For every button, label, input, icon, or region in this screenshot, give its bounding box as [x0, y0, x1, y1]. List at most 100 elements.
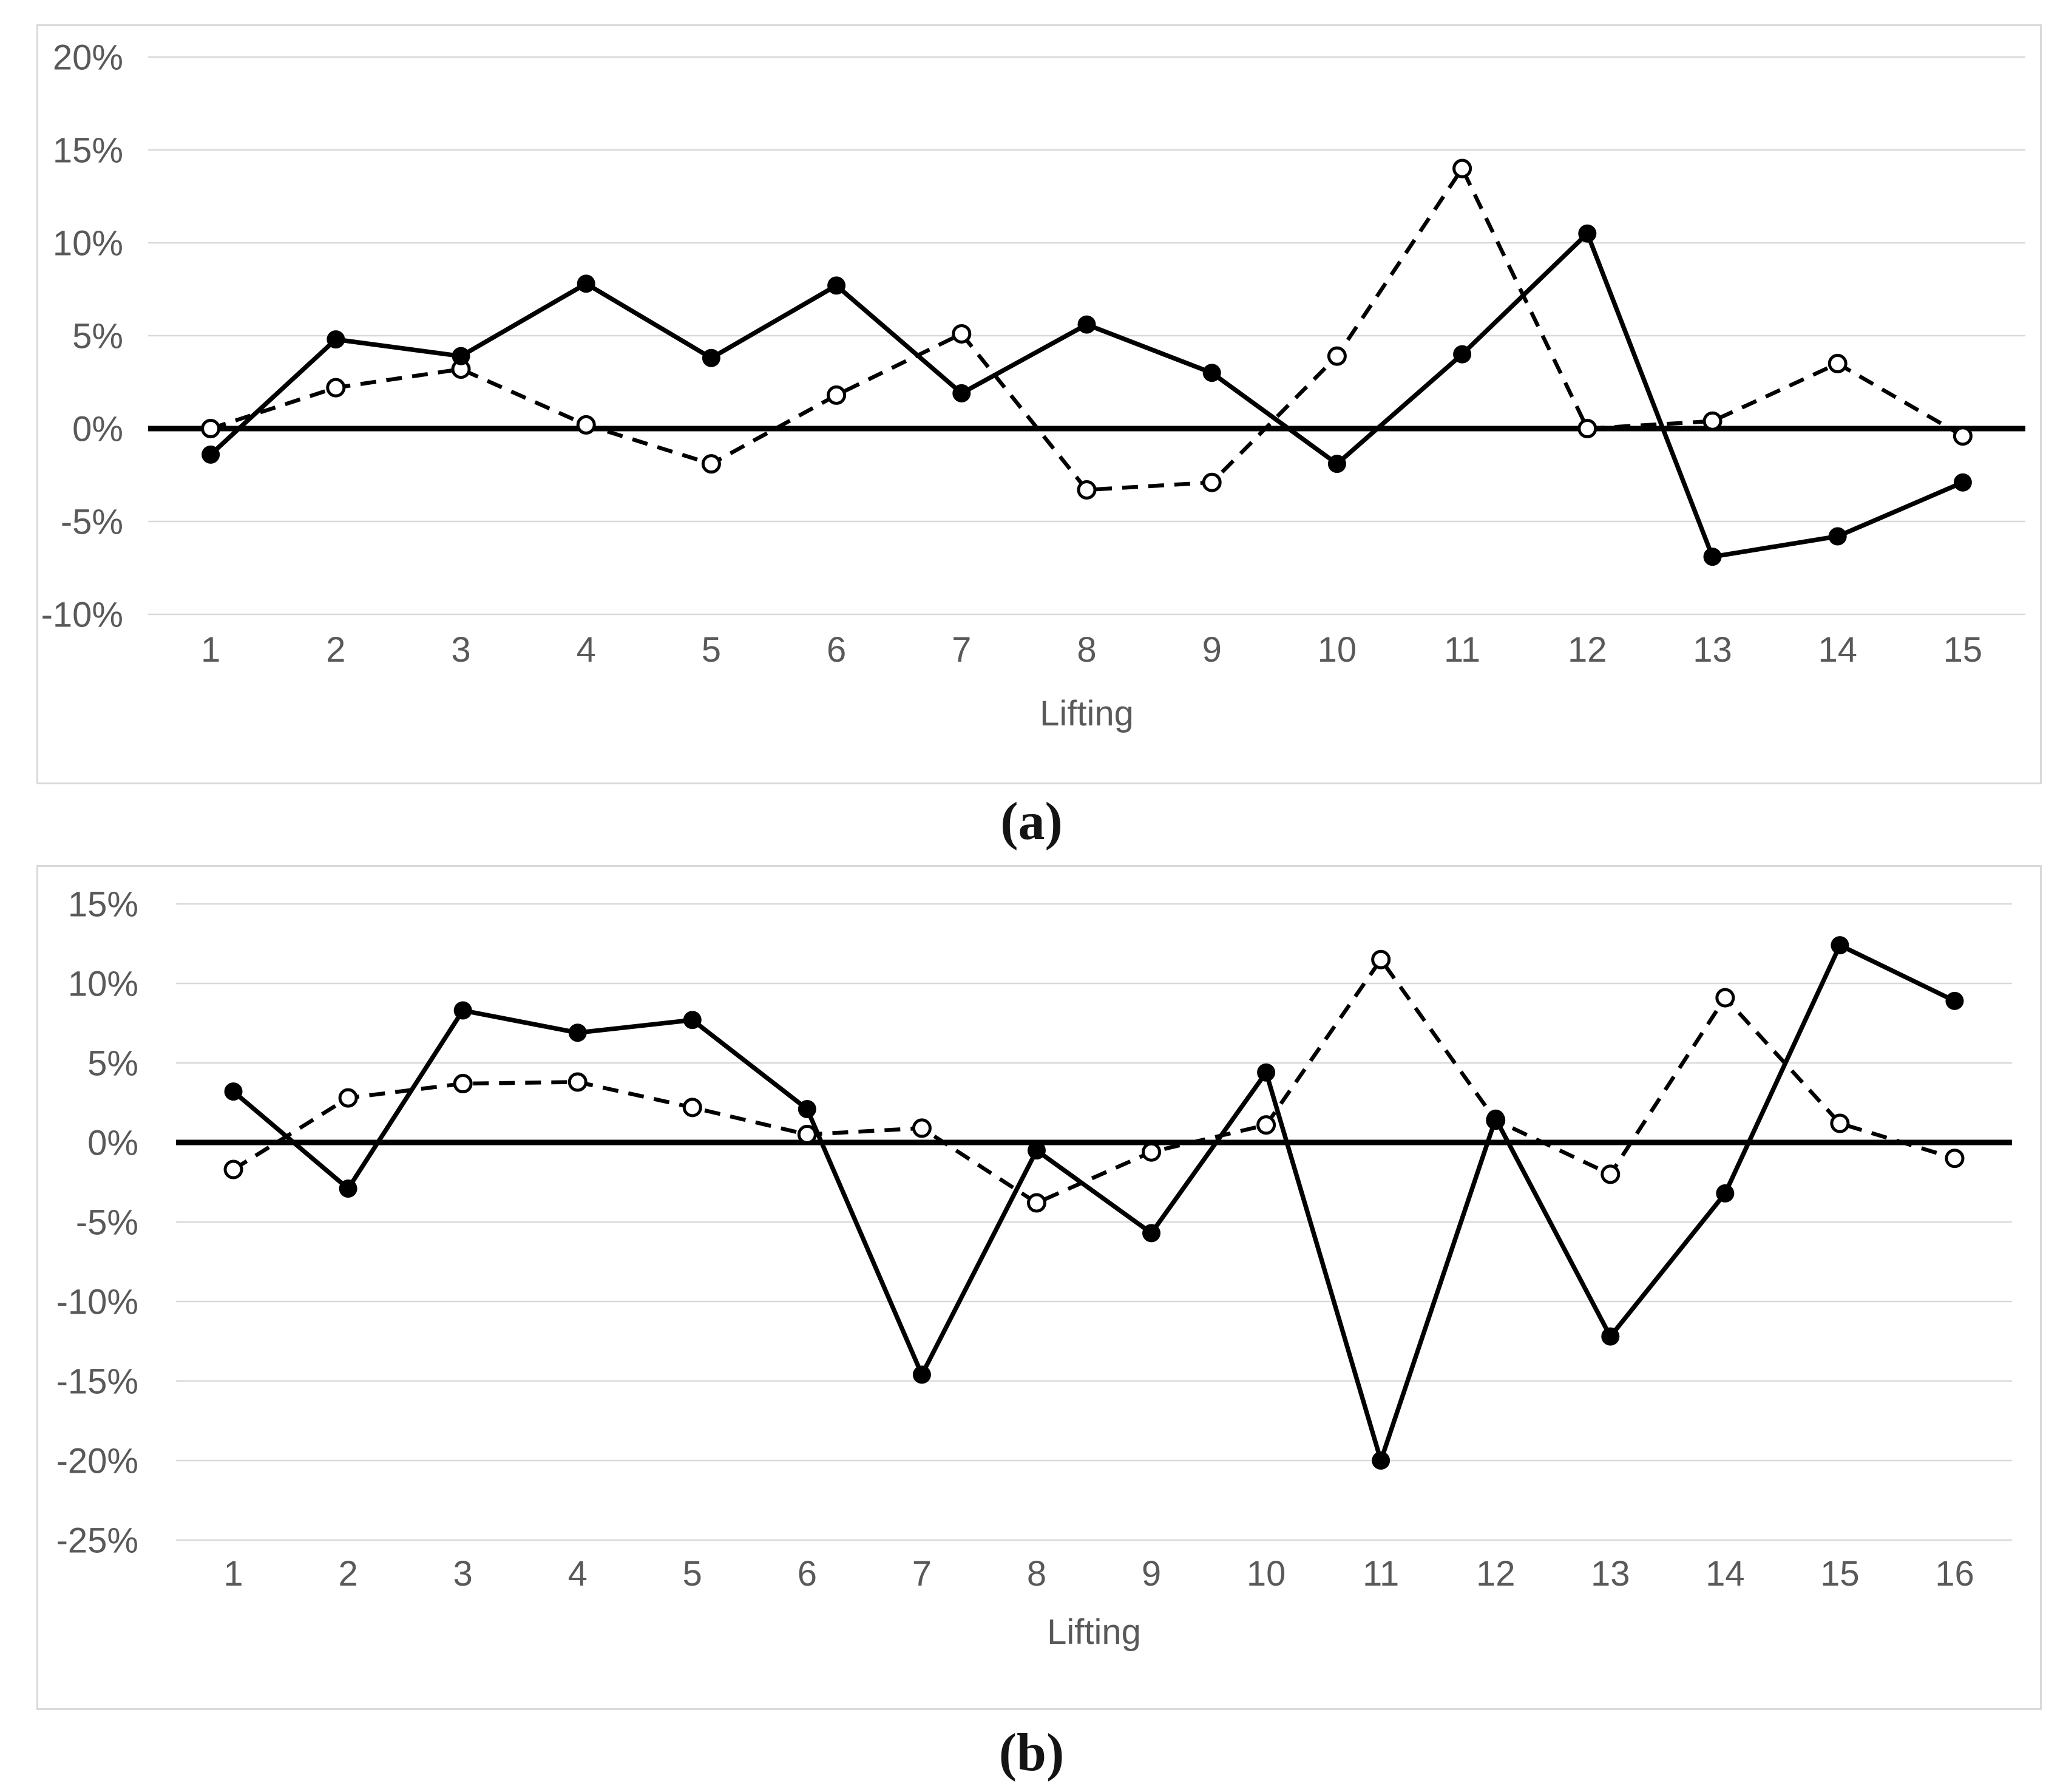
marker-filled-circle	[827, 276, 846, 295]
x-tick-label: 8	[1027, 1554, 1046, 1593]
x-tick-label: 4	[568, 1554, 588, 1593]
marker-open-circle	[827, 385, 847, 405]
series-solid_filled_markers	[202, 224, 1972, 566]
marker-filled-circle	[952, 384, 971, 402]
marker-filled-circle	[224, 1082, 243, 1101]
marker-open-circle	[701, 454, 721, 474]
x-tick-label: 4	[577, 630, 596, 670]
x-tick-label: 12	[1568, 630, 1607, 670]
y-tick-label: 15%	[53, 131, 123, 170]
y-tick-label: -10%	[41, 595, 123, 634]
x-tick-label: 14	[1706, 1554, 1745, 1593]
series-line-solid	[232, 942, 1956, 1468]
x-tick-label: 7	[912, 1554, 932, 1593]
y-tick-label: 5%	[72, 316, 123, 356]
line-chart-b: 15%10%5%0%-5%-10%-15%-20%-25%1 2 3 4 5 6 7 8 9 10…	[56, 884, 2012, 1652]
marker-filled-circle	[339, 1179, 357, 1198]
x-tick-label: 3	[453, 1554, 473, 1593]
x-tick-label: 5	[683, 1554, 702, 1593]
marker-open-circle	[1945, 1149, 1965, 1169]
marker-filled-circle	[702, 348, 720, 367]
x-tick-label: 13	[1591, 1554, 1630, 1593]
marker-open-circle	[1953, 426, 1973, 446]
series-line-dashed	[210, 165, 1964, 492]
marker-filled-circle	[452, 347, 470, 365]
marker-open-circle	[1256, 1115, 1276, 1135]
marker-filled-circle	[1703, 548, 1722, 566]
marker-filled-circle	[1142, 1224, 1161, 1243]
marker-open-circle	[1327, 346, 1347, 366]
y-tick-label: -10%	[56, 1282, 138, 1322]
marker-open-circle	[1577, 419, 1597, 438]
marker-filled-circle	[683, 1011, 702, 1030]
marker-filled-circle	[1257, 1063, 1276, 1082]
y-tick-label: 15%	[68, 884, 138, 924]
series-line-solid	[209, 229, 1964, 560]
marker-open-circle	[682, 1098, 702, 1118]
x-tick-label: 13	[1693, 630, 1732, 670]
series-dashed_open_markers	[201, 158, 1973, 500]
y-tick-label: 0%	[87, 1123, 138, 1162]
chart-panel-b: 15% 10% 5% 0% -5% -10% -15% -20% -25% 1 2 3 4 5 6 7 8 9 10…	[36, 865, 2042, 1710]
series-solid_filled_markers	[224, 936, 1964, 1470]
marker-filled-circle	[202, 445, 220, 464]
marker-open-circle	[201, 419, 221, 438]
y-tick-label: 10%	[53, 223, 123, 263]
marker-filled-circle	[1453, 345, 1472, 364]
marker-open-circle	[952, 324, 972, 344]
x-axis-title: Lifting	[1047, 1612, 1141, 1652]
y-tick-label: -20%	[56, 1441, 138, 1481]
marker-filled-circle	[1831, 936, 1849, 955]
marker-filled-circle	[1202, 364, 1221, 382]
line-chart-a: 20%15%10%5%0%-5%-10%1 2 3 4 5 6 7 8 9 10 11 12 13 14 1…	[41, 38, 2025, 733]
marker-filled-circle	[1372, 1451, 1391, 1470]
x-tick-label: 9	[1142, 1554, 1161, 1593]
marker-filled-circle	[453, 1001, 472, 1020]
marker-open-circle	[1702, 411, 1723, 431]
marker-open-circle	[1077, 480, 1097, 500]
y-tick-label: 5%	[87, 1044, 138, 1083]
x-tick-label: 16	[1935, 1554, 1974, 1593]
marker-filled-circle	[1486, 1109, 1505, 1128]
marker-filled-circle	[912, 1365, 931, 1384]
x-tick-label: 11	[1444, 630, 1480, 670]
marker-filled-circle	[1945, 991, 1964, 1010]
y-tick-label: 20%	[53, 38, 123, 77]
x-tick-label: 2	[338, 1554, 357, 1593]
marker-open-circle	[1601, 1164, 1621, 1184]
x-tick-label: 7	[952, 630, 971, 670]
marker-open-circle	[223, 1159, 243, 1179]
marker-filled-circle	[798, 1099, 816, 1118]
caption-b: (b)	[998, 1723, 1065, 1782]
marker-open-circle	[912, 1118, 932, 1138]
x-tick-label: 6	[827, 630, 846, 670]
x-tick-label: 5	[702, 630, 721, 670]
marker-filled-circle	[568, 1023, 587, 1042]
x-tick-label: 15	[1943, 630, 1983, 670]
series-line-dashed	[232, 956, 1956, 1206]
x-tick-label: 8	[1077, 630, 1096, 670]
x-tick-label: 11	[1363, 1554, 1399, 1593]
caption-a: (a)	[1000, 792, 1063, 851]
x-tick-label: 9	[1202, 630, 1222, 670]
series-dashed_open_markers	[223, 949, 1965, 1213]
x-tick-label: 15	[1820, 1554, 1860, 1593]
x-tick-label: 3	[451, 630, 470, 670]
marker-open-circle	[1142, 1142, 1162, 1162]
y-tick-label: -25%	[56, 1521, 138, 1560]
marker-filled-circle	[1578, 224, 1597, 243]
marker-filled-circle	[1601, 1327, 1620, 1346]
x-tick-label: 14	[1818, 630, 1857, 670]
marker-open-circle	[453, 1074, 473, 1094]
x-tick-label: 10	[1318, 630, 1357, 670]
marker-filled-circle	[1953, 473, 1972, 492]
marker-filled-circle	[1027, 1141, 1046, 1160]
marker-open-circle	[797, 1124, 817, 1144]
marker-open-circle	[1026, 1193, 1046, 1213]
x-tick-label: 1	[201, 630, 220, 670]
x-tick-label: 6	[798, 1554, 817, 1593]
x-tick-label: 1	[223, 1554, 243, 1593]
marker-open-circle	[1830, 1113, 1850, 1133]
marker-open-circle	[326, 378, 346, 398]
